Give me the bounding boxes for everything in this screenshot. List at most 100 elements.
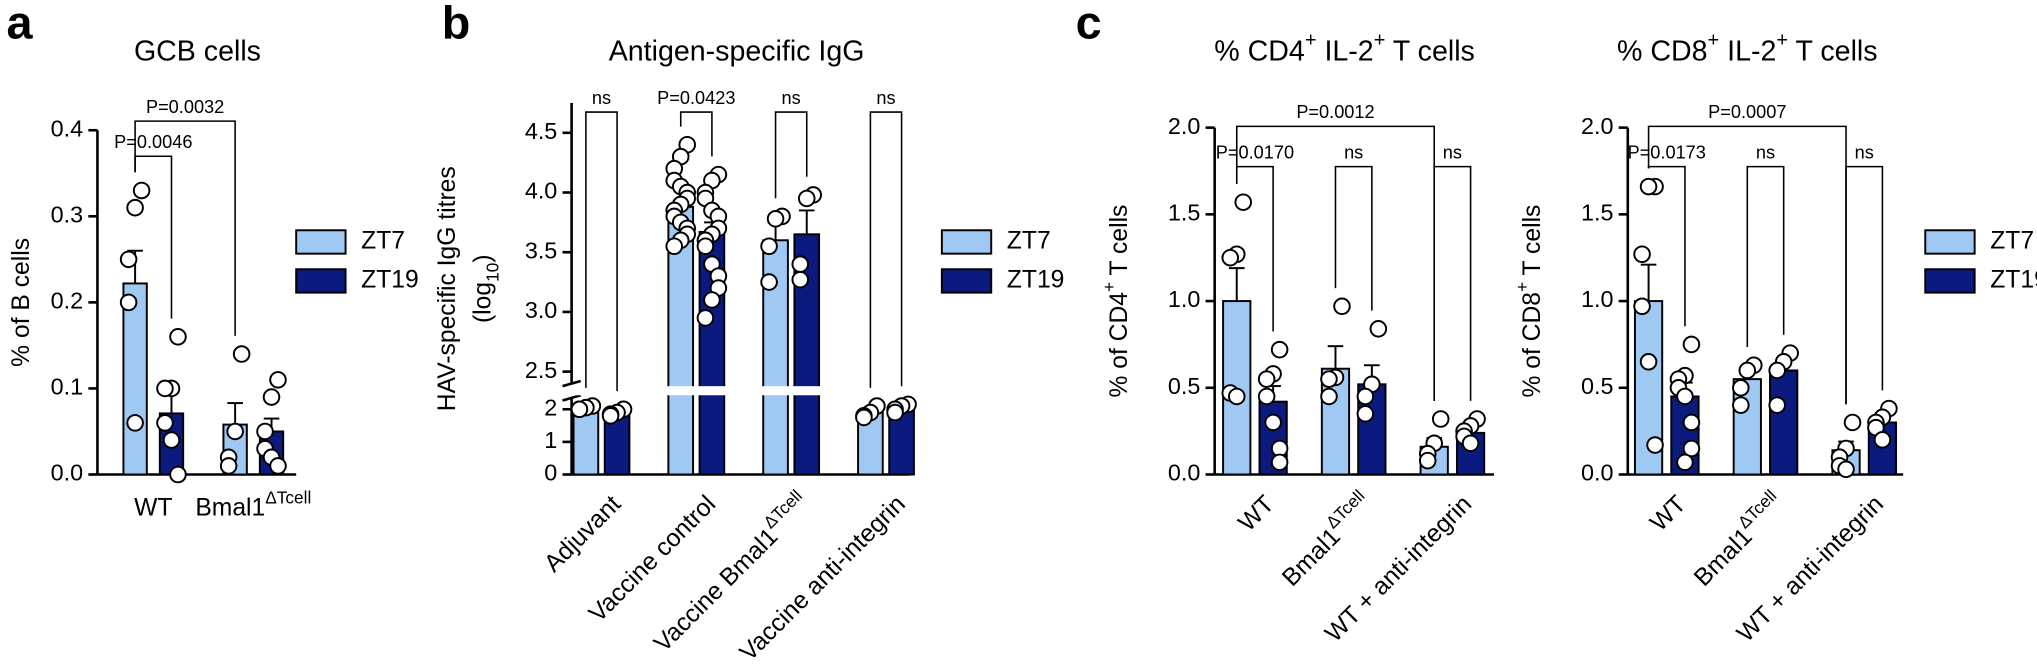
x-tick-label: WT [1645, 490, 1691, 536]
text-part: % of CD4 [1105, 292, 1132, 398]
data-point [760, 273, 778, 291]
significance-label: ns [1756, 142, 1775, 162]
data-point [601, 407, 620, 425]
data-point [156, 414, 174, 432]
y-axis-label: HAV-specific IgG titres [434, 166, 461, 411]
x-tick-label: Bmal1ΔTcell [1684, 485, 1790, 591]
y-tick-label: 1.0 [1581, 286, 1614, 312]
data-point [269, 371, 287, 389]
y-tick-label: 0.3 [51, 201, 84, 227]
significance-bracket [1334, 165, 1373, 311]
data-point [1633, 245, 1651, 264]
data-point [886, 403, 904, 422]
y-axis-label: % of B cells [8, 238, 35, 367]
significance-label: P=0.0423 [657, 88, 735, 108]
text-part: (log [469, 282, 496, 323]
significance-label: P=0.0170 [1216, 142, 1294, 162]
data-point [760, 237, 778, 256]
data-point [132, 181, 151, 200]
data-point [1234, 193, 1253, 211]
text-part: ΔTcell [265, 487, 311, 507]
text-part: + [1305, 30, 1317, 52]
y-tick-label: 2.0 [1581, 113, 1614, 139]
legend-swatch [940, 229, 993, 255]
data-point [1227, 387, 1246, 406]
y-tick-label: 0.1 [51, 374, 84, 400]
y-tick-label: 0.0 [1581, 460, 1614, 486]
data-point [1732, 396, 1750, 414]
legend-label: ZT7 [1007, 227, 1051, 254]
x-tick-label: Bmal1ΔTcell [195, 487, 311, 521]
y-tick-label: 3.5 [525, 237, 558, 263]
data-point [1333, 297, 1351, 316]
data-point [1873, 431, 1892, 449]
chart-title: % CD8+ IL-2+ T cells [1617, 30, 1878, 67]
y-tick-label: 1.5 [1581, 200, 1614, 226]
text-part: Adjuvant [539, 490, 626, 577]
data-point [1270, 340, 1289, 359]
text-part: T cells [1105, 205, 1132, 282]
y-tick-label: 4.5 [525, 118, 558, 144]
data-point [570, 400, 589, 419]
data-point [665, 237, 684, 256]
y-axis-label: (log10) [469, 254, 502, 323]
data-point [1320, 387, 1338, 406]
data-point [1257, 387, 1276, 406]
legend-swatch [295, 229, 347, 255]
data-point [1257, 370, 1276, 388]
y-tick-label: 0.0 [51, 460, 84, 486]
y-tick-label: 1 [544, 427, 557, 453]
y-tick-label: 4.0 [525, 178, 558, 204]
data-point [1738, 361, 1757, 380]
text-part: % of CD8 [1518, 292, 1545, 398]
data-point [1633, 297, 1651, 316]
data-point [791, 255, 810, 273]
data-point [1264, 413, 1282, 432]
significance-bracket [134, 120, 236, 336]
data-point [1639, 177, 1658, 196]
data-point [169, 328, 187, 346]
significance-label: P=0.0007 [1708, 102, 1786, 122]
text-part: HAV-specific IgG titres [434, 166, 461, 411]
text-part: ΔTcell [1733, 485, 1780, 532]
y-axis-label: % of CD8+ T cells [1512, 205, 1546, 398]
data-point [1221, 248, 1240, 267]
legend-label: ZT19 [1007, 266, 1065, 293]
data-point [1682, 439, 1701, 458]
data-point [1320, 370, 1338, 388]
chart-title: % CD4+ IL-2+ T cells [1214, 30, 1475, 67]
text-part: 10 [482, 263, 502, 282]
significance-label: ns [1443, 142, 1462, 162]
legend-swatch [940, 268, 993, 294]
x-tick-label: WT [1233, 490, 1279, 536]
text-part: ) [469, 254, 496, 262]
text-part: ΔTcell [1322, 485, 1369, 532]
y-tick-label: 0.4 [51, 115, 84, 141]
data-point [219, 457, 238, 475]
significance-label: ns [1855, 142, 1874, 162]
data-point [169, 465, 187, 484]
text-part: T cells [1788, 35, 1877, 67]
y-tick-label: 2.0 [1168, 113, 1201, 139]
text-part: WT [1645, 490, 1691, 536]
significance-bracket [585, 111, 618, 392]
text-part: T cells [1385, 35, 1474, 67]
panel-label: c [1076, 0, 1102, 49]
data-point [1837, 460, 1855, 479]
text-part: ΔTcell [759, 485, 806, 532]
significance-label: ns [782, 88, 801, 108]
text-part: IL-2 [1719, 35, 1776, 67]
significance-bracket [1647, 125, 1847, 405]
legend-swatch [295, 268, 347, 294]
data-point [256, 422, 274, 441]
y-tick-label: 0 [544, 460, 557, 486]
text-part: % CD8 [1617, 35, 1708, 67]
text-part: % of B cells [8, 238, 35, 367]
significance-bracket [679, 111, 713, 157]
significance-label: P=0.0012 [1296, 102, 1374, 122]
text-part: + [1374, 30, 1386, 52]
legend-swatch [1924, 229, 1976, 255]
significance-label: ns [592, 88, 611, 108]
y-tick-label: 0.0 [1168, 460, 1201, 486]
text-part: GCB cells [134, 35, 261, 67]
